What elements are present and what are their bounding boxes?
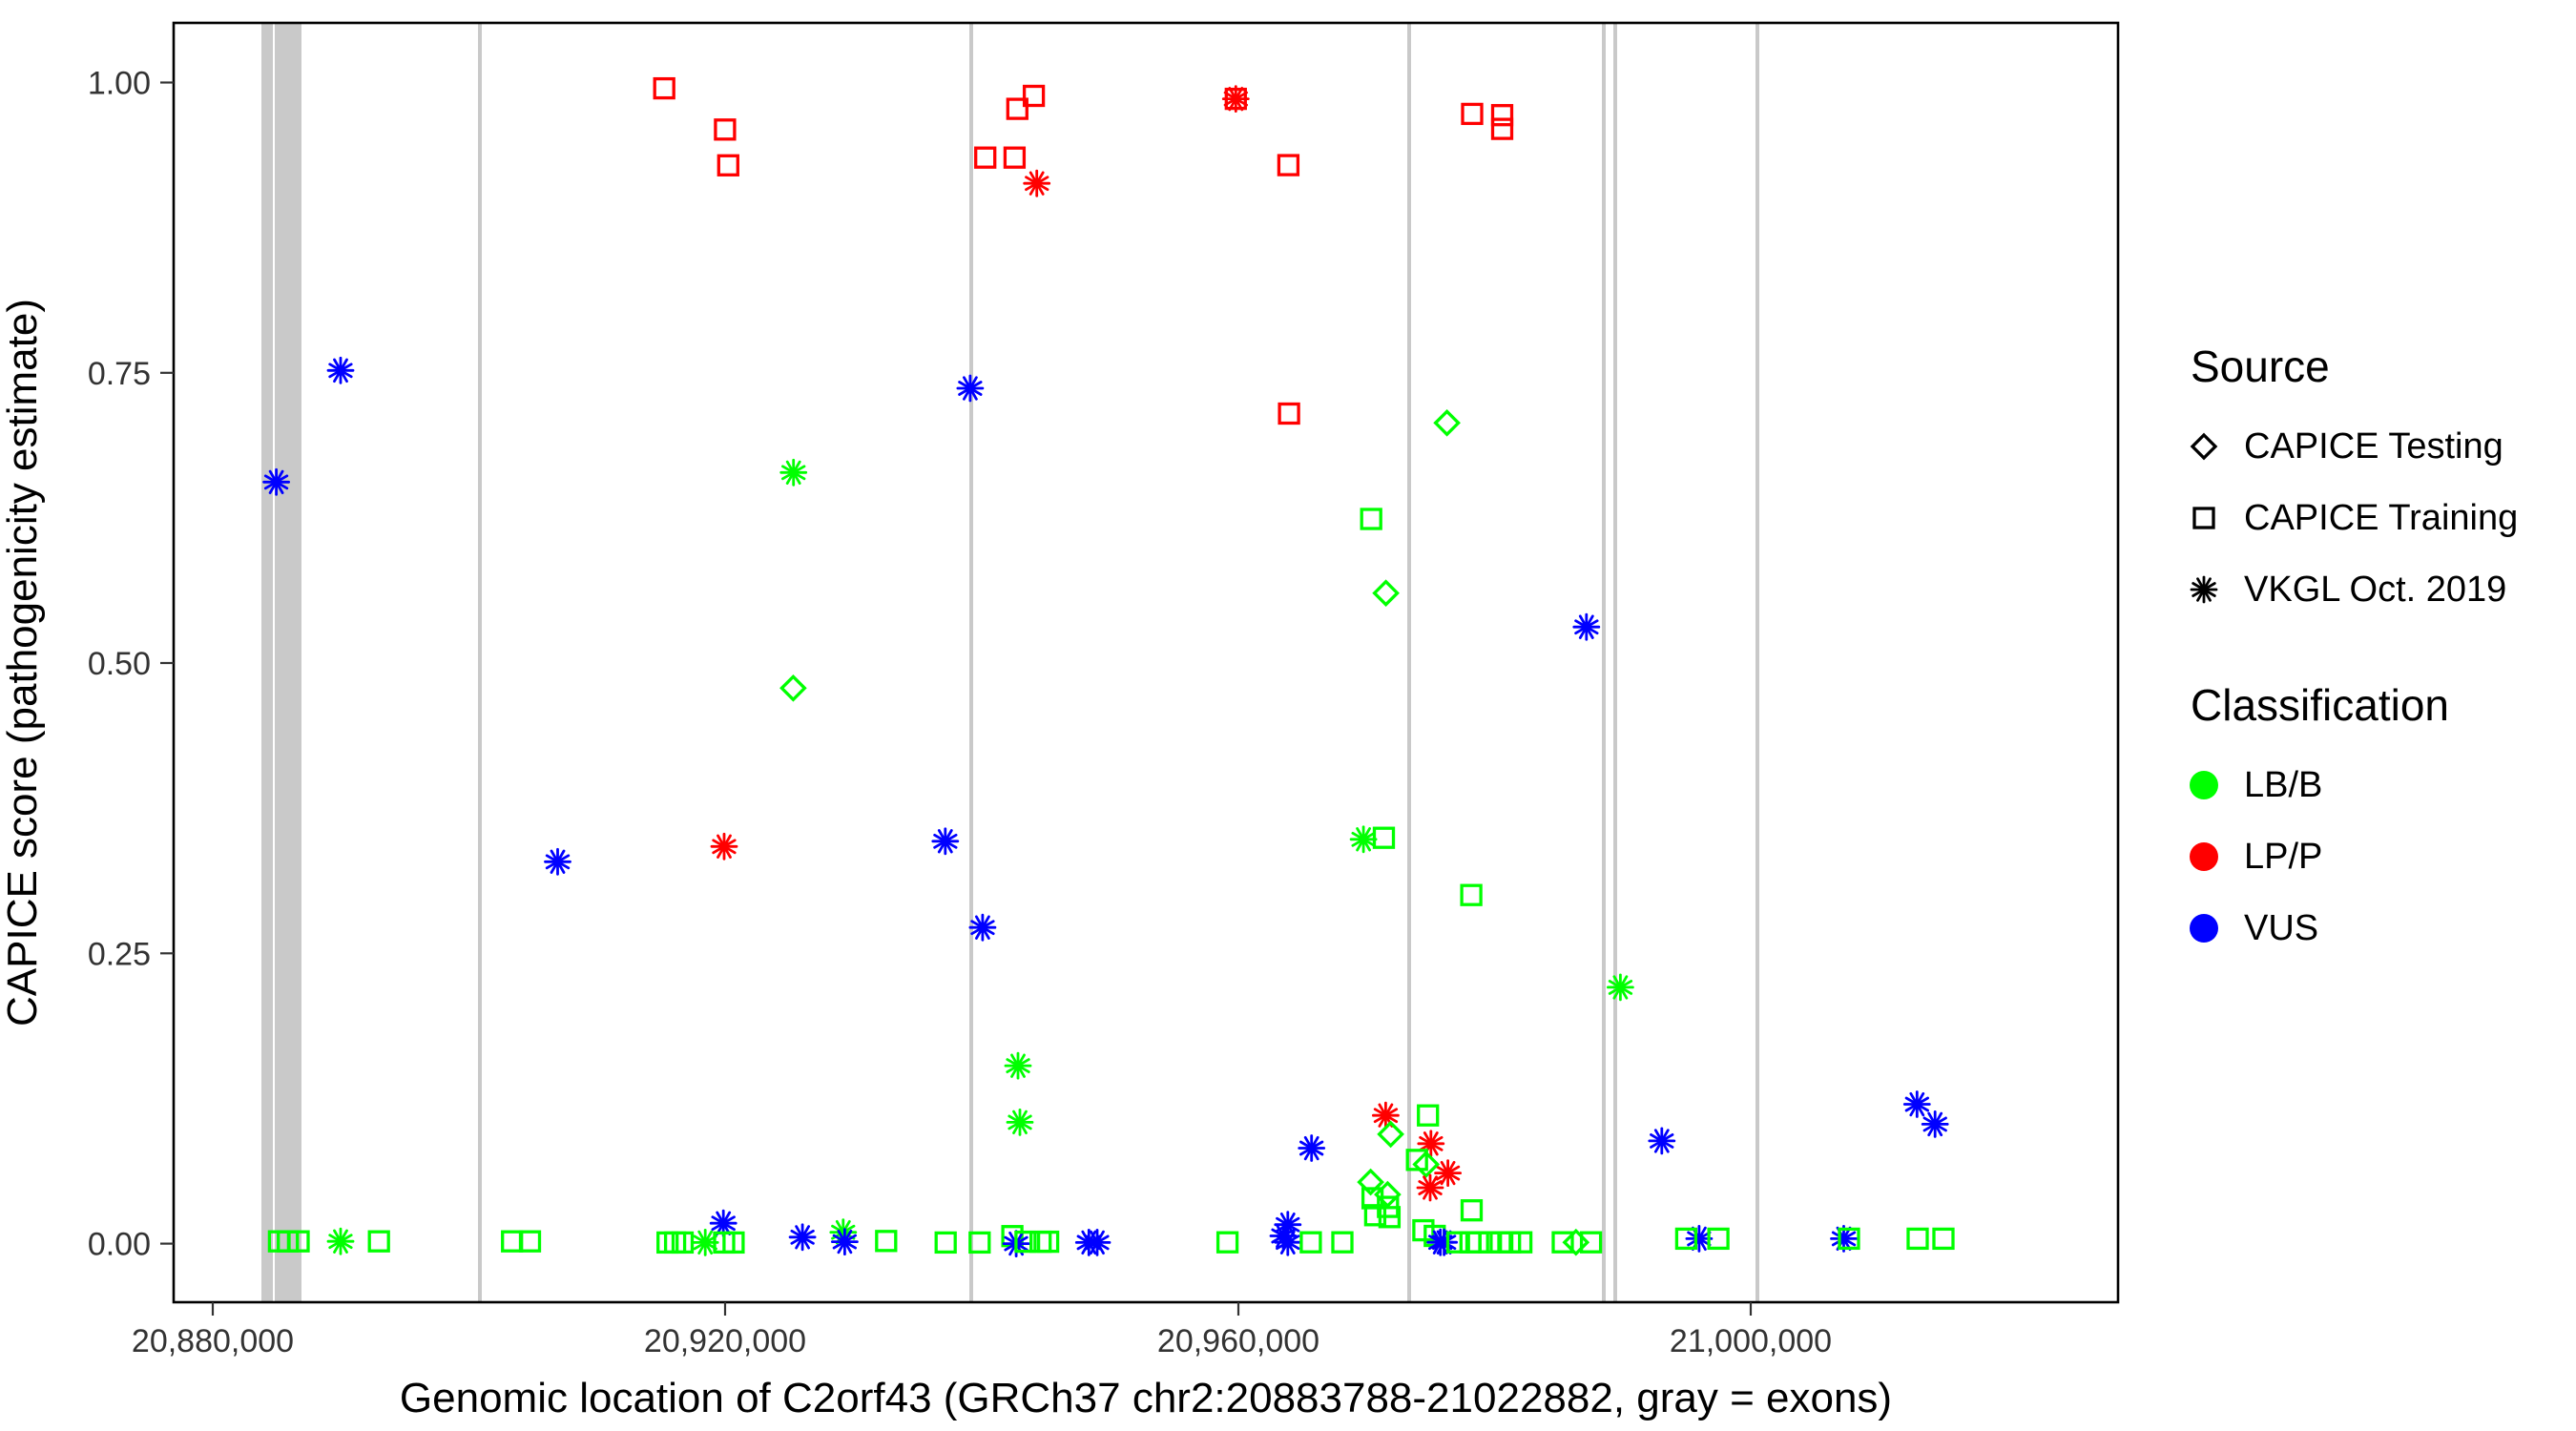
svg-text:CAPICE score (pathogenicity es: CAPICE score (pathogenicity estimate): [0, 299, 46, 1027]
svg-text:Genomic location of C2orf43 (G: Genomic location of C2orf43 (GRCh37 chr2…: [400, 1375, 1892, 1421]
svg-text:CAPICE Training: CAPICE Training: [2244, 498, 2518, 538]
svg-text:Classification: Classification: [2191, 680, 2449, 730]
svg-text:1.00: 1.00: [88, 66, 151, 102]
svg-text:20,880,000: 20,880,000: [132, 1323, 294, 1359]
svg-text:20,920,000: 20,920,000: [644, 1323, 806, 1359]
svg-text:LB/B: LB/B: [2244, 765, 2322, 805]
svg-text:0.00: 0.00: [88, 1227, 151, 1263]
svg-text:20,960,000: 20,960,000: [1157, 1323, 1319, 1359]
svg-text:0.50: 0.50: [88, 646, 151, 682]
svg-text:0.25: 0.25: [88, 936, 151, 972]
svg-text:VKGL Oct. 2019: VKGL Oct. 2019: [2244, 570, 2506, 610]
svg-text:21,000,000: 21,000,000: [1670, 1323, 1832, 1359]
svg-text:LP/P: LP/P: [2244, 837, 2322, 877]
svg-text:CAPICE Testing: CAPICE Testing: [2244, 426, 2503, 467]
svg-text:Source: Source: [2191, 342, 2330, 391]
svg-text:VUS: VUS: [2244, 908, 2318, 948]
svg-text:0.75: 0.75: [88, 356, 151, 392]
